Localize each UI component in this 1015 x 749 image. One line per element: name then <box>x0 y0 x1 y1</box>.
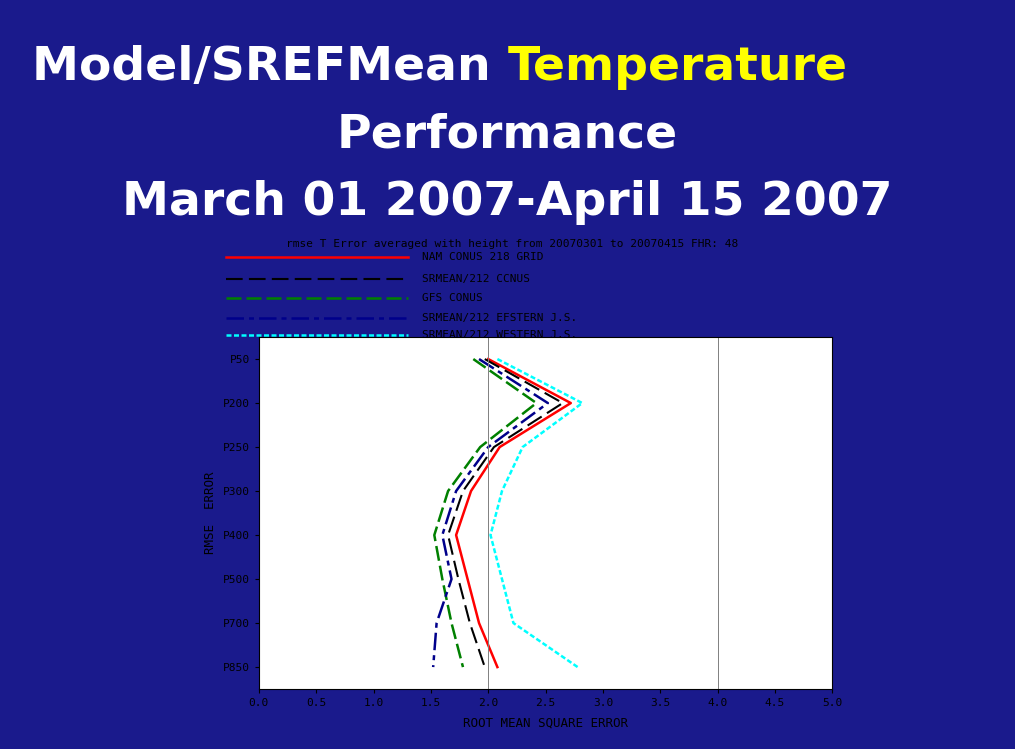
Text: Temperature: Temperature <box>508 45 848 90</box>
Text: rmse T Error averaged with height from 20070301 to 20070415 FHR: 48: rmse T Error averaged with height from 2… <box>286 239 739 249</box>
Text: SRMEAN/212 WESTERN J.S.: SRMEAN/212 WESTERN J.S. <box>422 330 578 340</box>
Text: SRMEAN/212 CCNUS: SRMEAN/212 CCNUS <box>422 273 530 284</box>
X-axis label: ROOT MEAN SQUARE ERROR: ROOT MEAN SQUARE ERROR <box>463 717 628 730</box>
Text: Performance: Performance <box>337 112 678 157</box>
Text: SRMEAN/212 EFSTERN J.S.: SRMEAN/212 EFSTERN J.S. <box>422 312 578 323</box>
Text: NAM CONUS 218 GRID: NAM CONUS 218 GRID <box>422 252 544 262</box>
Text: GFS CONUS: GFS CONUS <box>422 293 483 303</box>
Text: March 01 2007-April 15 2007: March 01 2007-April 15 2007 <box>122 180 893 225</box>
Text: Model/SREFMean: Model/SREFMean <box>32 45 508 90</box>
Y-axis label: RMSE  ERROR: RMSE ERROR <box>204 472 217 554</box>
